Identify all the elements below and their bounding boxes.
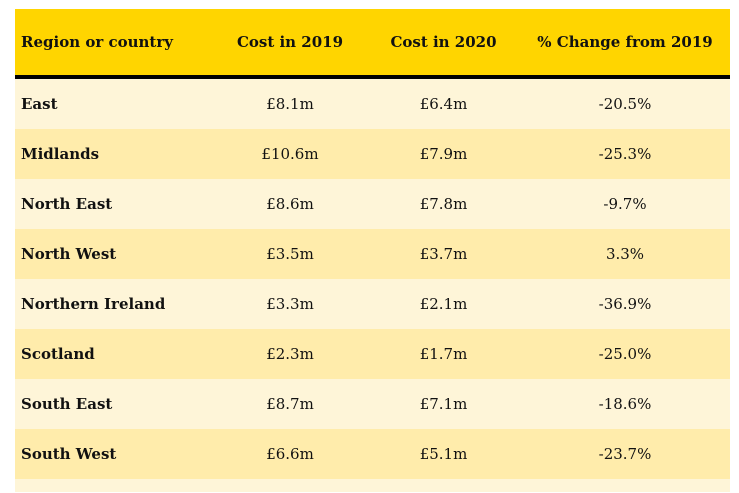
cell-empty xyxy=(213,479,367,492)
table-row: North East £8.6m £7.8m -9.7% xyxy=(15,179,730,229)
cell-cost-2019: £3.3m xyxy=(213,279,367,329)
cell-region: North West xyxy=(15,229,213,279)
cell-cost-2020: £2.1m xyxy=(367,279,520,329)
cell-empty xyxy=(367,479,520,492)
table-row: East £8.1m £6.4m -20.5% xyxy=(15,77,730,129)
cell-cost-2020: £7.8m xyxy=(367,179,520,229)
table-row: South West £6.6m £5.1m -23.7% xyxy=(15,429,730,479)
table-row: South East £8.7m £7.1m -18.6% xyxy=(15,379,730,429)
table-row: Midlands £10.6m £7.9m -25.3% xyxy=(15,129,730,179)
table-header-row: Region or country Cost in 2019 Cost in 2… xyxy=(15,9,730,79)
cell-change: -25.3% xyxy=(520,129,730,179)
cell-region: North East xyxy=(15,179,213,229)
cell-cost-2019: £3.5m xyxy=(213,229,367,279)
cell-region: South East xyxy=(15,379,213,429)
cell-region: Scotland xyxy=(15,329,213,379)
cell-change: -25.0% xyxy=(520,329,730,379)
cell-cost-2019: £8.1m xyxy=(213,77,367,129)
header-cost-2019: Cost in 2019 xyxy=(213,9,367,79)
table-row: Scotland £2.3m £1.7m -25.0% xyxy=(15,329,730,379)
cell-change: -23.7% xyxy=(520,429,730,479)
cell-region: Northern Ireland xyxy=(15,279,213,329)
cell-cost-2020: £7.1m xyxy=(367,379,520,429)
cell-change: -18.6% xyxy=(520,379,730,429)
cell-region: East xyxy=(15,77,213,129)
header-region: Region or country xyxy=(15,9,213,79)
table-row: Northern Ireland £3.3m £2.1m -36.9% xyxy=(15,279,730,329)
cell-cost-2020: £5.1m xyxy=(367,429,520,479)
cell-cost-2019: £8.7m xyxy=(213,379,367,429)
cell-cost-2019: £8.6m xyxy=(213,179,367,229)
cell-change: 3.3% xyxy=(520,229,730,279)
cell-empty xyxy=(520,479,730,492)
cell-region: Midlands xyxy=(15,129,213,179)
cell-change: -20.5% xyxy=(520,77,730,129)
cell-region: South West xyxy=(15,429,213,479)
cell-cost-2019: £10.6m xyxy=(213,129,367,179)
cell-cost-2019: £2.3m xyxy=(213,329,367,379)
regional-cost-table: Region or country Cost in 2019 Cost in 2… xyxy=(15,9,730,492)
cell-cost-2019: £6.6m xyxy=(213,429,367,479)
table-row-partial xyxy=(15,479,730,492)
cell-cost-2020: £6.4m xyxy=(367,77,520,129)
table-row: North West £3.5m £3.7m 3.3% xyxy=(15,229,730,279)
cell-change: -36.9% xyxy=(520,279,730,329)
cell-cost-2020: £3.7m xyxy=(367,229,520,279)
header-cost-2020: Cost in 2020 xyxy=(367,9,520,79)
cell-cost-2020: £1.7m xyxy=(367,329,520,379)
cell-cost-2020: £7.9m xyxy=(367,129,520,179)
cell-change: -9.7% xyxy=(520,179,730,229)
cell-empty xyxy=(15,479,213,492)
header-change: % Change from 2019 xyxy=(520,9,730,79)
